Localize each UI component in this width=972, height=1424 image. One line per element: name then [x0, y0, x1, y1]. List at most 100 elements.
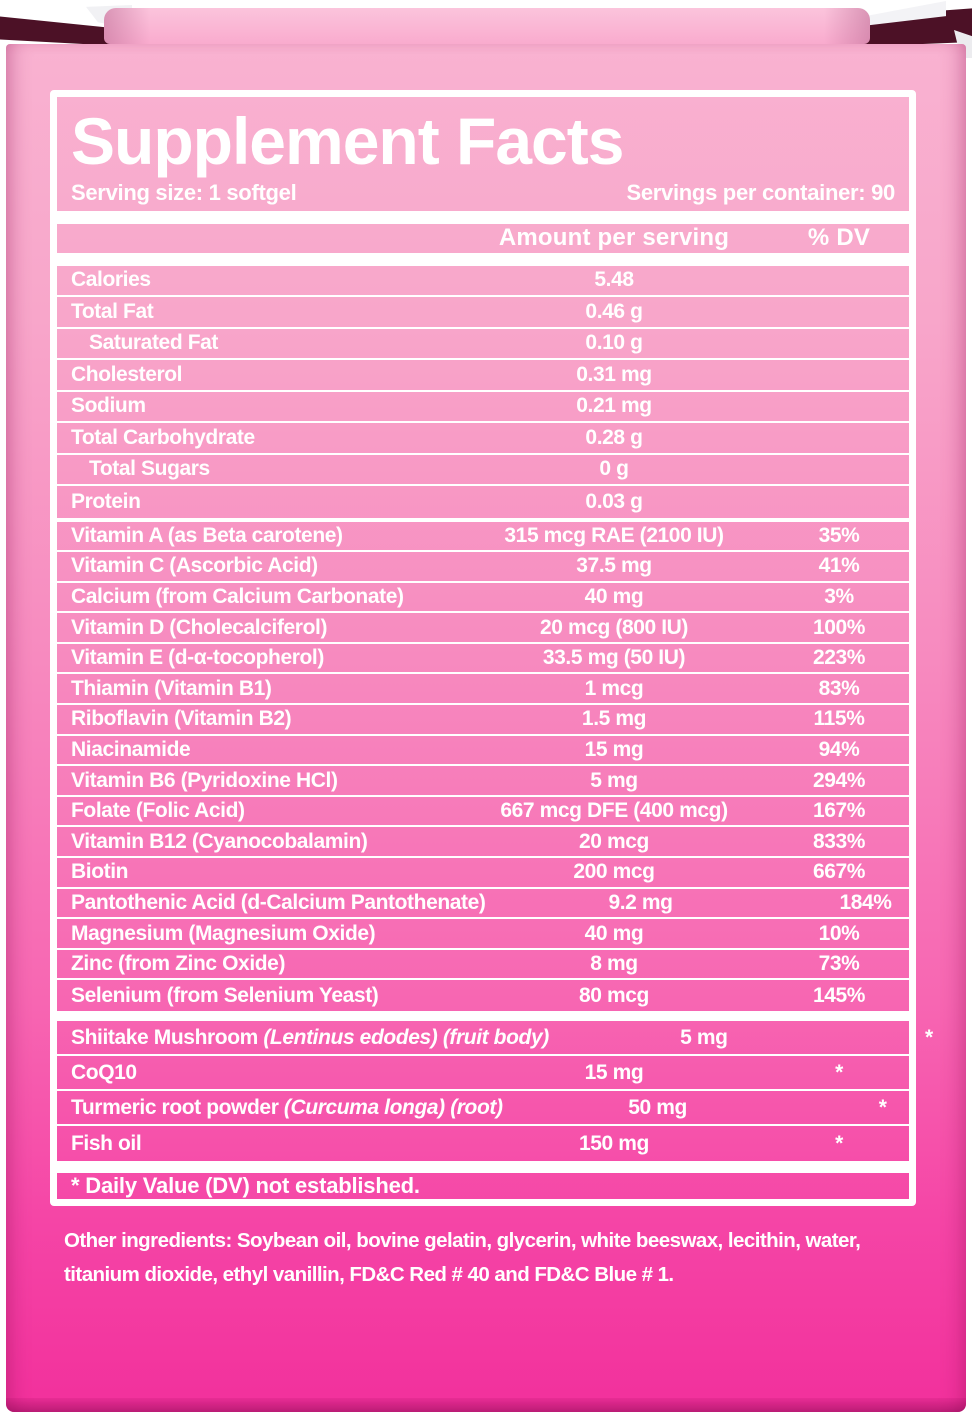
- serving-size-label: Serving size: 1 softgel: [71, 180, 297, 205]
- divider-bar: [57, 1161, 909, 1173]
- table-header-row: Amount per serving % DV: [57, 224, 909, 253]
- nutrient-name: Selenium (from Selenium Yeast): [71, 983, 379, 1007]
- nutrient-amount: 315 mcg RAE (2100 IU): [504, 523, 724, 547]
- table-row: Calcium (from Calcium Carbonate) 40 mg 3%: [57, 583, 909, 614]
- nutrient-amount: 5.48: [594, 268, 634, 292]
- nutrient-amount: 9.2 mg: [608, 890, 673, 914]
- table-row: Total Fat 0.46 g: [57, 297, 909, 329]
- nutrient-amount: 150 mg: [579, 1131, 649, 1155]
- nutrient-amount: 1 mcg: [584, 676, 644, 700]
- nutrient-name: Sodium: [71, 394, 146, 418]
- table-row: Vitamin A (as Beta carotene) 315 mcg RAE …: [57, 522, 909, 553]
- nutrient-amount: 0.31 mg: [576, 362, 652, 386]
- nutrient-amount: 8 mg: [590, 952, 638, 976]
- nutrient-amount: 0.46 g: [585, 299, 643, 323]
- nutrient-dv: 184%: [839, 890, 892, 914]
- nutrient-name: Total Fat: [71, 299, 154, 323]
- nutrient-name: Zinc (from Zinc Oxide): [71, 952, 286, 976]
- box-lid: [104, 8, 870, 44]
- section-vitamins: Vitamin A (as Beta carotene) 315 mcg RAE …: [57, 522, 909, 1012]
- nutrient-dv: 41%: [818, 554, 860, 578]
- table-row: Total Sugars 0 g: [57, 455, 909, 486]
- table-row: Riboflavin (Vitamin B2) 1.5 mg 115%: [57, 705, 909, 736]
- nutrient-dv: *: [924, 1025, 933, 1049]
- nutrient-dv: 115%: [813, 707, 865, 731]
- nutrient-dv: 35%: [818, 523, 860, 547]
- nutrient-amount: 15 mg: [584, 1060, 644, 1084]
- nutrient-dv: 145%: [812, 983, 866, 1007]
- panel-header: Supplement Facts Serving size: 1 softgel…: [57, 97, 909, 211]
- other-ingredients-line: titanium dioxide, ethyl vanillin, FD&C R…: [64, 1263, 674, 1286]
- table-row: CoQ10 15 mg *: [57, 1056, 909, 1091]
- nutrient-amount: 50 mg: [628, 1095, 687, 1119]
- table-row: Zinc (from Zinc Oxide) 8 mg 73%: [57, 950, 909, 981]
- nutrient-dv: 833%: [812, 829, 866, 853]
- nutrient-amount: 20 mcg: [579, 829, 649, 853]
- nutrient-name: Cholesterol: [71, 362, 183, 386]
- nutrient-name: Magnesium (Magnesium Oxide): [71, 921, 376, 945]
- table-row: Total Carbohydrate 0.28 g: [57, 423, 909, 455]
- nutrient-amount: 0.28 g: [585, 425, 643, 449]
- nutrient-name: Thiamin (Vitamin B1): [71, 676, 272, 700]
- nutrient-name: Pantothenic Acid (d-Calcium Pantothenate…: [71, 890, 486, 914]
- daily-value-footnote: * Daily Value (DV) not established.: [71, 1173, 420, 1198]
- supplement-facts-panel: Supplement Facts Serving size: 1 softgel…: [50, 90, 933, 1206]
- servings-per-container-label: Servings per container: 90: [626, 180, 895, 205]
- divider-bar: [57, 211, 909, 224]
- nutrient-name: Biotin: [71, 860, 129, 884]
- table-row: Selenium (from Selenium Yeast) 80 mcg 145%: [57, 980, 909, 1011]
- nutrient-amount: 80 mcg: [579, 983, 649, 1007]
- nutrient-dv: 83%: [818, 676, 860, 700]
- nutrient-name: Vitamin B12 (Cyanocobalamin): [71, 829, 368, 853]
- panel-title: Supplement Facts: [71, 104, 624, 178]
- section-botanicals: Shiitake Mushroom (Lentinus edodes) (fru…: [57, 1021, 933, 1161]
- nutrient-name: Vitamin D (Cholecalciferol): [71, 615, 328, 639]
- nutrient-amount: 37.5 mg: [576, 554, 652, 578]
- box-back-panel: Supplement Facts Serving size: 1 softgel…: [6, 44, 966, 1412]
- nutrient-name: Vitamin E (d-α-tocopherol): [71, 646, 324, 670]
- table-row: Turmeric root powder (Curcuma longa) (ro…: [57, 1091, 909, 1126]
- nutrient-name: Vitamin C (Ascorbic Acid): [71, 554, 318, 578]
- nutrient-amount: 33.5 mg (50 IU): [542, 646, 686, 670]
- nutrient-amount: 200 mcg: [573, 860, 655, 884]
- nutrient-name: Total Carbohydrate: [71, 425, 255, 449]
- nutrient-amount: 0 g: [599, 457, 629, 481]
- nutrient-name: Turmeric root powder (Curcuma longa) (ro…: [71, 1095, 503, 1119]
- table-row: Saturated Fat 0.10 g: [57, 329, 909, 360]
- nutrient-dv: 167%: [812, 799, 866, 823]
- other-ingredients-line: Other ingredients: Soybean oil, bovine g…: [64, 1229, 861, 1252]
- nutrient-amount: 667 mcg DFE (400 mcg): [500, 799, 728, 823]
- divider-bar: [57, 252, 909, 266]
- nutrient-name: CoQ10: [71, 1060, 137, 1084]
- nutrient-dv: *: [878, 1095, 887, 1119]
- nutrient-amount: 40 mg: [584, 921, 644, 945]
- facts-rows: Calories 5.48 Total Fat 0.46 g Saturated Fat…: [57, 266, 933, 1162]
- nutrient-name: Calories: [71, 268, 151, 292]
- nutrient-name: Vitamin A (as Beta carotene): [71, 523, 343, 547]
- table-row: Pantothenic Acid (d-Calcium Pantothenate…: [57, 889, 909, 920]
- table-row: Sodium 0.21 mg: [57, 392, 909, 423]
- table-row: Vitamin B6 (Pyridoxine HCl) 5 mg 294%: [57, 766, 909, 797]
- nutrient-name: Folate (Folic Acid): [71, 799, 245, 823]
- serving-info-row: Serving size: 1 softgel Servings per con…: [71, 180, 895, 205]
- nutrient-dv: *: [835, 1060, 843, 1084]
- table-row: Calories 5.48: [57, 266, 909, 297]
- nutrient-amount: 20 mcg (800 IU): [539, 615, 689, 639]
- nutrient-amount: 0.10 g: [585, 331, 643, 355]
- nutrient-dv: 294%: [812, 768, 866, 792]
- nutrient-name: Riboflavin (Vitamin B2): [71, 707, 292, 731]
- nutrient-dv: 667%: [812, 860, 866, 884]
- column-header-amount: Amount per serving: [498, 224, 730, 252]
- table-row: Niacinamide 15 mg 94%: [57, 736, 909, 767]
- table-row: Fish oil 150 mg *: [57, 1126, 909, 1161]
- nutrient-name: Shiitake Mushroom (Lentinus edodes) (fru…: [71, 1025, 549, 1049]
- nutrient-name: Calcium (from Calcium Carbonate): [71, 584, 404, 608]
- nutrient-dv: 10%: [818, 921, 860, 945]
- nutrient-amount: 15 mg: [584, 737, 644, 761]
- box-top-closure: [0, 0, 972, 58]
- nutrient-dv: 94%: [818, 737, 860, 761]
- nutrient-amount: 40 mg: [584, 584, 644, 608]
- nutrient-name: Vitamin B6 (Pyridoxine HCl): [71, 768, 338, 792]
- nutrient-name: Saturated Fat: [89, 331, 218, 355]
